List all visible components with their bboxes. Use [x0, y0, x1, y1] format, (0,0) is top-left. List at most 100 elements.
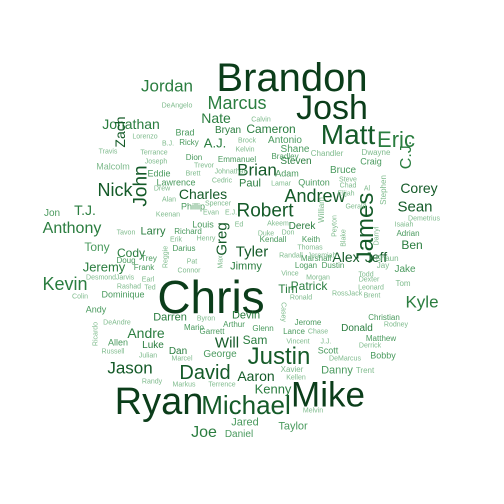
word-jordan: Jordan — [141, 76, 193, 96]
word-adrian: Adrian — [396, 229, 420, 238]
word-danny: Danny — [321, 364, 353, 377]
word-trent: Trent — [355, 366, 375, 375]
word-ted: Ted — [144, 284, 156, 292]
word-william: Peyton — [331, 215, 339, 237]
word-mike: Mike — [291, 375, 365, 415]
word-steve: Steve — [339, 176, 357, 184]
word-erik: Ed — [234, 221, 244, 229]
word-chris: Chris — [157, 271, 265, 323]
word-jared: Jared — [231, 416, 259, 429]
word-glenn: Glenn — [252, 324, 274, 333]
word-jay: Jay — [376, 261, 390, 270]
word-adam: Adam — [275, 168, 299, 179]
word-dustin: Randall — [279, 252, 303, 260]
word-kevin: Kevin — [42, 274, 88, 294]
word-andy: Andy — [85, 304, 107, 315]
word-dan: Dan — [168, 346, 188, 357]
word-akeem: William — [317, 197, 326, 223]
word-derrick: Derrick — [358, 342, 382, 350]
word-sam: Sam — [242, 333, 268, 347]
word-jeremiah: Thomas — [297, 244, 323, 252]
word-thomas: Don — [281, 229, 295, 237]
word-ronald: Casey — [279, 302, 287, 322]
word-marcel: Marcel — [171, 355, 193, 363]
word-colin: Colin — [72, 293, 88, 301]
word-tim: Tim — [278, 282, 298, 296]
word-alex: Alex — [332, 249, 360, 265]
word-brad: Brad — [175, 127, 195, 138]
word-rashad: Rashad — [116, 283, 142, 291]
word-jonathan: Jonathan — [102, 116, 160, 132]
word-vincent: Vincent — [286, 338, 310, 346]
word-spencer: Spencer — [204, 200, 232, 208]
word-duke: Erik — [169, 236, 183, 244]
word-evan: Evan — [203, 209, 219, 217]
word-robert: Robert — [236, 200, 294, 222]
word-terrance: Terrance — [140, 149, 168, 157]
word-julian: Julian — [138, 352, 158, 360]
word-ricardo: Ricardo — [92, 321, 100, 347]
word-luke: Luke — [142, 340, 164, 351]
word-dominique: Dominique — [101, 289, 145, 300]
word-daniel: Daniel — [224, 429, 254, 440]
word-max: Max — [217, 255, 225, 269]
word-donald: Donald — [341, 323, 373, 334]
word-doug: Doug — [116, 256, 136, 265]
word-cameron: Cameron — [246, 122, 296, 136]
word-xavier: Xavier — [280, 365, 304, 374]
word-devin: Devin — [231, 309, 261, 322]
word-randy: Randy — [141, 378, 163, 386]
word-bj: B.J. — [161, 140, 175, 148]
word-tavon: Tavon — [116, 229, 136, 237]
word-shaun: Shaun — [375, 254, 399, 263]
word-cody: Cody — [116, 246, 146, 260]
word-kyle: Kyle — [405, 292, 439, 312]
word-larry: Larry — [140, 225, 166, 238]
word-reggie: Reggie — [162, 245, 170, 269]
word-dexter: Dexter — [358, 276, 380, 284]
word-aj: A.J. — [203, 135, 227, 151]
word-arthur: Arthur — [223, 320, 245, 329]
word-kelvin: Kelvin — [235, 146, 255, 154]
word-deangelo: DeAngelo — [161, 102, 193, 110]
word-alan: Alan — [161, 196, 177, 204]
word-david: David — [179, 362, 231, 384]
word-brian: Brian — [237, 160, 277, 180]
word-taylor: Taylor — [278, 420, 308, 433]
word-paul: Paul — [238, 177, 262, 190]
word-ben: Ben — [401, 238, 423, 252]
word-zach: Zach — [112, 116, 128, 148]
word-ed: Akeem — [267, 220, 289, 228]
word-gerald: Elijah — [337, 190, 355, 198]
word-malcolm: Malcolm — [96, 161, 130, 172]
word-darren: Darren — [153, 311, 187, 324]
word-michael: Michael — [201, 390, 291, 420]
word-aaron: Aaron — [237, 368, 275, 384]
word-lance: Lance — [283, 327, 305, 336]
word-casey: Logan — [294, 261, 318, 270]
word-rodney: Rodney — [383, 321, 409, 329]
word-joseph: Joseph — [144, 158, 168, 166]
word-andre: Andre — [127, 325, 165, 341]
word-chad: Chad — [339, 182, 357, 190]
word-kenny: Kenny — [254, 381, 292, 397]
word-lawrence: Lawrence — [156, 177, 196, 188]
word-bryan: Bryan — [214, 125, 242, 136]
word-darryl: Darryl — [373, 226, 381, 246]
word-greg: Greg — [213, 222, 231, 256]
word-keith: Keith — [301, 235, 321, 244]
word-connor: Connor — [177, 267, 201, 275]
word-bruce: Bruce — [329, 165, 357, 176]
word-demarcus: DeMarcus — [329, 355, 361, 363]
word-kellen: Kellen — [286, 374, 306, 382]
word-henry: Henry — [196, 235, 216, 243]
word-blake: Gerald — [345, 203, 367, 211]
word-ryan: Ryan — [114, 381, 204, 423]
word-justin: Justin — [247, 343, 311, 370]
word-kendall: Kendall — [259, 235, 287, 244]
word-don: Duke — [257, 230, 275, 238]
word-ricky: Ricky — [179, 138, 199, 147]
word-al: Al — [363, 185, 371, 193]
word-brent: Ross — [332, 290, 348, 298]
word-jon: Jon — [43, 208, 61, 219]
